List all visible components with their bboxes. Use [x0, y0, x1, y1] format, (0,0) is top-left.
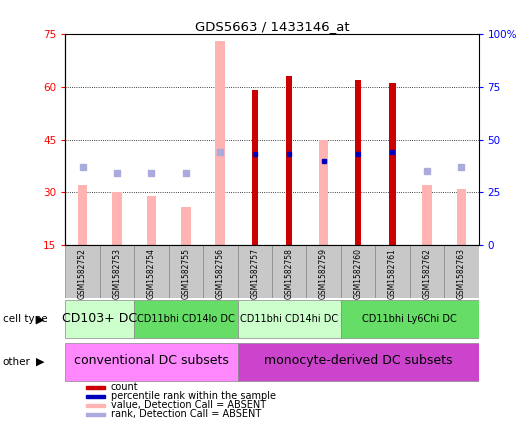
Bar: [341, 245, 375, 298]
Text: GSM1582754: GSM1582754: [147, 248, 156, 299]
Bar: [112, 192, 122, 245]
Bar: [86, 413, 105, 415]
Bar: [286, 76, 292, 245]
Bar: [341, 300, 479, 338]
Bar: [319, 140, 328, 245]
Bar: [203, 245, 237, 298]
Bar: [252, 90, 258, 245]
Text: other: other: [3, 357, 30, 367]
Text: rank, Detection Call = ABSENT: rank, Detection Call = ABSENT: [111, 409, 261, 419]
Text: GSM1582753: GSM1582753: [112, 248, 121, 299]
Text: GSM1582762: GSM1582762: [423, 248, 431, 299]
Text: ▶: ▶: [36, 357, 44, 367]
Bar: [65, 343, 237, 381]
Bar: [181, 206, 191, 245]
Text: cell type: cell type: [3, 314, 47, 324]
Bar: [272, 245, 306, 298]
Text: GSM1582758: GSM1582758: [285, 248, 294, 299]
Bar: [422, 185, 431, 245]
Text: GSM1582757: GSM1582757: [250, 248, 259, 299]
Bar: [65, 300, 134, 338]
Title: GDS5663 / 1433146_at: GDS5663 / 1433146_at: [195, 20, 349, 33]
Bar: [375, 245, 410, 298]
Bar: [457, 189, 466, 245]
Text: conventional DC subsets: conventional DC subsets: [74, 354, 229, 367]
Text: GSM1582755: GSM1582755: [181, 248, 190, 299]
Bar: [168, 245, 203, 298]
Text: GSM1582763: GSM1582763: [457, 248, 466, 299]
Bar: [78, 185, 87, 245]
Text: GSM1582760: GSM1582760: [354, 248, 362, 299]
Text: value, Detection Call = ABSENT: value, Detection Call = ABSENT: [111, 400, 266, 410]
Bar: [100, 245, 134, 298]
Bar: [237, 245, 272, 298]
Bar: [355, 80, 361, 245]
Bar: [389, 83, 395, 245]
Bar: [86, 404, 105, 407]
Text: GSM1582752: GSM1582752: [78, 248, 87, 299]
Bar: [86, 386, 105, 389]
Text: CD11bhi CD14lo DC: CD11bhi CD14lo DC: [137, 313, 235, 324]
Bar: [134, 245, 168, 298]
Bar: [237, 343, 479, 381]
Bar: [86, 395, 105, 398]
Text: GSM1582761: GSM1582761: [388, 248, 397, 299]
Text: GSM1582756: GSM1582756: [216, 248, 225, 299]
Text: GSM1582759: GSM1582759: [319, 248, 328, 299]
Text: CD11bhi Ly6Chi DC: CD11bhi Ly6Chi DC: [362, 313, 457, 324]
Text: monocyte-derived DC subsets: monocyte-derived DC subsets: [264, 354, 452, 367]
Text: CD103+ DC: CD103+ DC: [62, 312, 138, 325]
Bar: [146, 196, 156, 245]
Text: percentile rank within the sample: percentile rank within the sample: [111, 391, 276, 401]
Bar: [306, 245, 341, 298]
Bar: [215, 41, 225, 245]
Bar: [134, 300, 237, 338]
Bar: [65, 245, 100, 298]
Bar: [237, 300, 341, 338]
Text: count: count: [111, 382, 139, 392]
Bar: [410, 245, 444, 298]
Text: CD11bhi CD14hi DC: CD11bhi CD14hi DC: [240, 313, 338, 324]
Text: ▶: ▶: [36, 314, 44, 324]
Bar: [444, 245, 479, 298]
